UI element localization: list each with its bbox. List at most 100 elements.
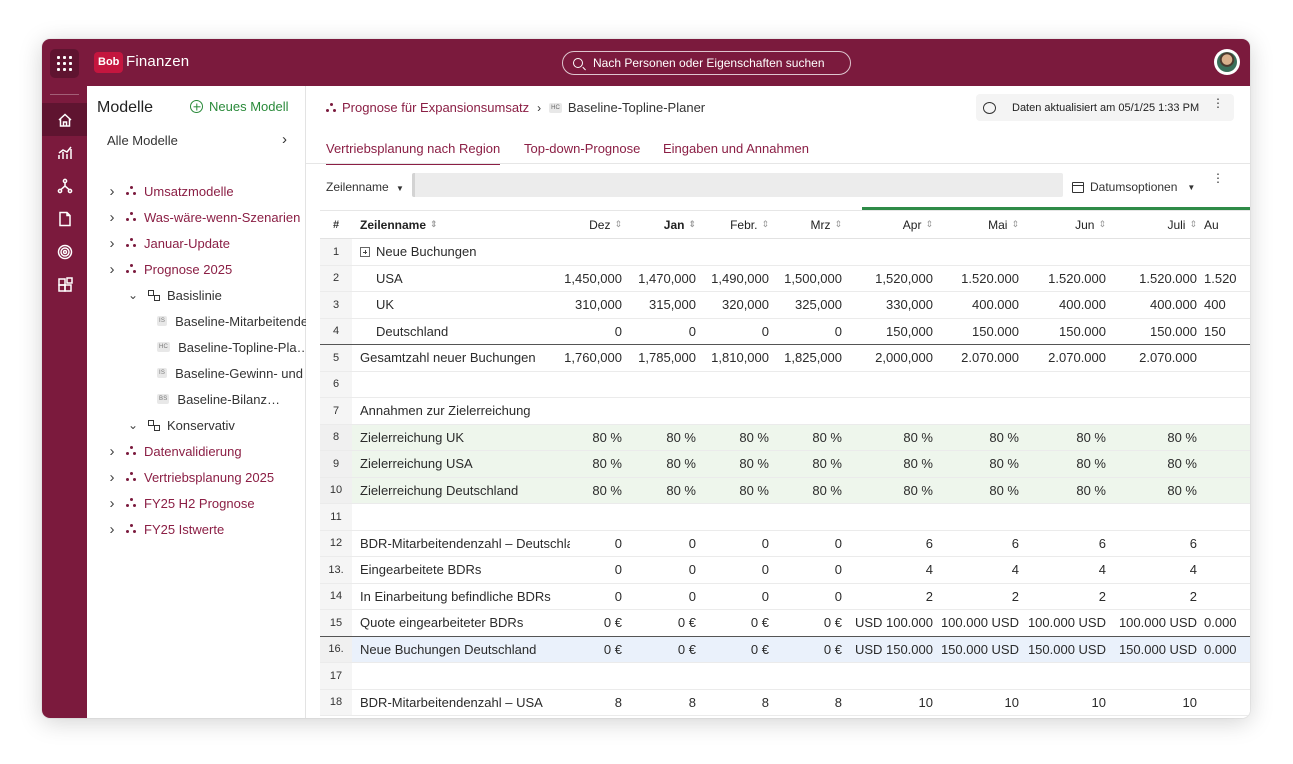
table-cell[interactable] <box>1109 663 1201 689</box>
tab-top-down[interactable]: Top-down-Prognose <box>524 141 641 156</box>
table-cell[interactable] <box>935 239 1023 265</box>
table-cell[interactable]: 80 % <box>812 456 842 472</box>
table-cell[interactable] <box>935 372 1023 398</box>
table-cell[interactable] <box>1200 425 1244 451</box>
table-cell[interactable]: 0 <box>834 562 842 578</box>
table-cell[interactable]: 315,000 <box>649 297 696 313</box>
table-cell[interactable]: 80 % <box>666 456 696 472</box>
table-cell[interactable]: 150.000 USD <box>940 641 1019 657</box>
models-icon[interactable] <box>42 169 87 202</box>
app-launcher-icon[interactable] <box>50 49 79 78</box>
table-cell[interactable]: 0 <box>614 562 622 578</box>
table-cell[interactable] <box>772 239 846 265</box>
column-header[interactable]: Jan ⇕ <box>626 211 696 238</box>
chevron-right-icon[interactable]: › <box>109 468 115 486</box>
table-cell[interactable]: 4 <box>1189 562 1197 578</box>
table-cell[interactable]: 150.000 USD <box>1118 641 1197 657</box>
table-cell[interactable]: 1.520.000 <box>1048 270 1106 286</box>
sidebar-item-model[interactable]: › Was-wäre-wenn-Szenarien <box>107 204 306 230</box>
table-cell[interactable] <box>935 398 1023 424</box>
table-cell[interactable]: 0 <box>688 562 696 578</box>
row-name-dropdown[interactable]: Zeilenname ▼ <box>326 180 404 194</box>
table-row[interactable]: 9 Zielerreichung USA 80 % 80 % 80 % 80 % 80 % 8… <box>320 451 1250 478</box>
table-cell[interactable]: 0 <box>761 323 769 339</box>
table-cell[interactable]: 100.000 USD <box>1027 615 1106 631</box>
tab-vertriebsplanung[interactable]: Vertriebsplanung nach Region <box>326 141 501 165</box>
table-cell[interactable] <box>1200 504 1244 530</box>
table-row[interactable]: 16. Neue Buchungen Deutschland 0 € 0 € 0 € 0 … <box>320 636 1250 663</box>
table-cell[interactable]: 80 % <box>592 429 622 445</box>
table-row[interactable]: 7 Annahmen zur Zielerreichung <box>320 398 1250 425</box>
table-cell[interactable]: 80 % <box>666 429 696 445</box>
table-cell[interactable]: 80 % <box>1076 456 1106 472</box>
table-cell[interactable]: 0 € <box>823 641 842 657</box>
sidebar-item-branch[interactable]: ⌄ Konservativ <box>128 412 306 438</box>
table-cell[interactable]: 80 % <box>592 482 622 498</box>
table-row[interactable]: 18 BDR-Mitarbeitendenzahl – USA 8 8 8 8 10 10 10… <box>320 689 1250 716</box>
comment-icon[interactable] <box>983 101 996 114</box>
table-row[interactable]: 14 In Einarbeitung befindliche BDRs 0 0 0 0 2 2… <box>320 583 1250 610</box>
table-cell[interactable] <box>772 398 846 424</box>
table-cell[interactable]: 6 <box>1011 535 1019 551</box>
table-cell[interactable] <box>626 398 700 424</box>
table-cell[interactable] <box>1200 398 1244 424</box>
table-cell[interactable] <box>1109 372 1201 398</box>
table-cell[interactable]: 2,000,000 <box>875 350 933 366</box>
table-cell[interactable]: 325,000 <box>795 297 842 313</box>
tab-eingaben[interactable]: Eingaben und Annahmen <box>663 141 810 156</box>
table-cell[interactable]: 150.000 <box>1150 323 1197 339</box>
row-name[interactable]: USA <box>376 266 560 292</box>
table-cell[interactable]: 400.000 <box>1059 297 1106 313</box>
table-cell[interactable]: 0.000 <box>1204 615 1237 631</box>
table-cell[interactable]: 400 <box>1204 297 1226 313</box>
table-cell[interactable]: 0 <box>761 535 769 551</box>
table-cell[interactable] <box>847 372 937 398</box>
table-cell[interactable]: 2 <box>925 588 933 604</box>
table-cell[interactable]: USD 100.000 <box>854 615 933 631</box>
table-cell[interactable]: 1,470,000 <box>638 270 696 286</box>
table-cell[interactable] <box>699 372 773 398</box>
table-cell[interactable]: 80 % <box>739 456 769 472</box>
table-cell[interactable]: 0 <box>834 588 842 604</box>
column-header[interactable]: Mai ⇕ <box>935 211 1019 238</box>
table-cell[interactable] <box>847 398 937 424</box>
table-cell[interactable]: 0 <box>614 535 622 551</box>
avatar[interactable] <box>1214 49 1240 75</box>
table-cell[interactable]: 80 % <box>1167 456 1197 472</box>
table-cell[interactable]: 1,810,000 <box>711 350 769 366</box>
table-cell[interactable]: 80 % <box>903 482 933 498</box>
table-cell[interactable]: 80 % <box>812 429 842 445</box>
chevron-right-icon[interactable]: › <box>109 520 115 538</box>
sidebar-item-model[interactable]: › Datenvalidierung <box>107 438 306 464</box>
table-cell[interactable]: 0 <box>688 535 696 551</box>
new-model-button[interactable]: Neues Modell <box>190 99 289 114</box>
table-cell[interactable]: 80 % <box>812 482 842 498</box>
table-cell[interactable] <box>1200 557 1244 583</box>
table-cell[interactable]: 150.000 USD <box>1027 641 1106 657</box>
table-cell[interactable]: 150.000 <box>972 323 1019 339</box>
table-row[interactable]: 3 UK 310,000 315,000 320,000 325,000 330,000 40… <box>320 292 1250 319</box>
table-cell[interactable]: 0 <box>614 323 622 339</box>
table-cell[interactable]: 80 % <box>1076 429 1106 445</box>
table-cell[interactable]: 6 <box>1098 535 1106 551</box>
table-row[interactable]: 4 Deutschland 0 0 0 0 150,000 150.000 150.000 150… <box>320 318 1250 345</box>
home-icon[interactable] <box>42 103 87 136</box>
table-cell[interactable]: 4 <box>925 562 933 578</box>
table-cell[interactable]: 80 % <box>739 429 769 445</box>
table-cell[interactable]: 80 % <box>1167 482 1197 498</box>
table-row[interactable]: 17 <box>320 663 1250 690</box>
all-models-link[interactable]: Alle Modelle › <box>107 132 287 148</box>
document-icon[interactable] <box>42 202 87 235</box>
table-cell[interactable]: 80 % <box>592 456 622 472</box>
table-cell[interactable]: 0 <box>688 323 696 339</box>
sidebar-item-sheet[interactable]: IS Baseline-Mitarbeitendenzahl <box>157 308 306 334</box>
table-cell[interactable] <box>1200 663 1244 689</box>
table-cell[interactable] <box>552 398 626 424</box>
table-cell[interactable]: 0 <box>761 588 769 604</box>
table-cell[interactable]: 400.000 <box>1150 297 1197 313</box>
column-header[interactable]: Mrz ⇕ <box>772 211 842 238</box>
table-cell[interactable]: 80 % <box>989 456 1019 472</box>
row-name[interactable]: Gesamtzahl neuer Buchungen <box>360 345 570 371</box>
table-cell[interactable] <box>1200 690 1244 716</box>
table-cell[interactable]: 0 € <box>603 641 622 657</box>
